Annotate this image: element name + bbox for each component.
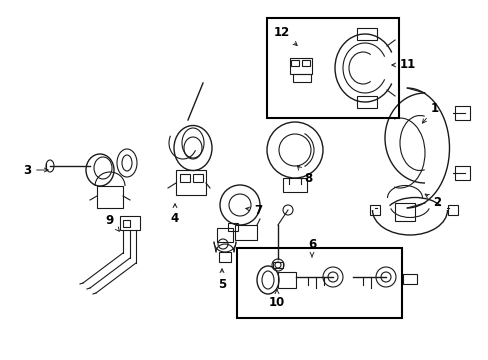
Bar	[402, 274, 416, 284]
Text: 7: 7	[245, 203, 262, 216]
Bar	[227, 223, 238, 231]
Bar	[272, 262, 283, 268]
Bar	[235, 225, 257, 240]
Bar	[266, 18, 398, 118]
Bar	[369, 205, 379, 215]
Text: 2: 2	[424, 194, 440, 208]
Bar	[289, 58, 311, 74]
Bar	[292, 74, 310, 82]
Bar	[356, 96, 376, 108]
Bar	[193, 174, 203, 182]
Text: 11: 11	[391, 58, 415, 72]
Bar	[180, 174, 190, 182]
Bar	[394, 203, 414, 221]
Bar	[447, 205, 457, 215]
Bar	[356, 28, 376, 40]
Text: 5: 5	[218, 269, 225, 291]
Bar	[123, 220, 130, 227]
Text: 6: 6	[307, 238, 315, 257]
Text: 10: 10	[268, 289, 285, 309]
Bar	[219, 252, 230, 262]
Bar	[120, 216, 140, 230]
Text: 9: 9	[106, 213, 119, 231]
Text: 8: 8	[297, 166, 311, 184]
Bar	[302, 60, 309, 66]
Bar	[217, 228, 232, 242]
Bar	[290, 60, 298, 66]
Bar	[454, 166, 469, 180]
Bar	[97, 186, 123, 208]
Bar	[176, 170, 205, 195]
Bar	[283, 178, 306, 192]
Text: 12: 12	[273, 26, 297, 45]
Bar	[237, 248, 401, 318]
Bar	[454, 106, 469, 120]
Text: 1: 1	[422, 102, 438, 123]
Text: 4: 4	[170, 204, 179, 225]
Text: 3: 3	[23, 163, 48, 176]
Bar	[278, 272, 295, 288]
